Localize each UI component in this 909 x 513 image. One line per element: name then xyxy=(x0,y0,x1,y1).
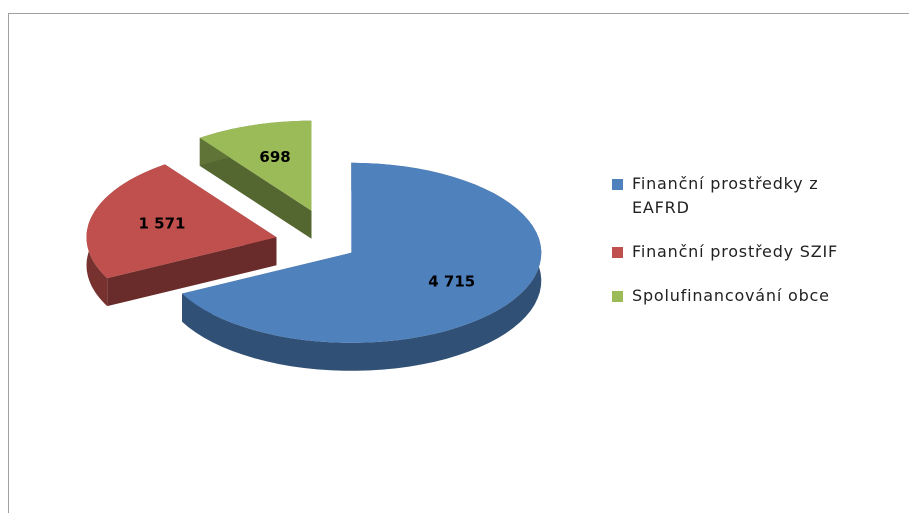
data-label: 1 571 xyxy=(139,215,186,233)
legend-swatch xyxy=(612,247,623,258)
legend: Finanční prostředky z EAFRD Finanční pros… xyxy=(612,172,852,328)
slice xyxy=(199,120,312,211)
legend-label: Spolufinancování obce xyxy=(632,286,830,305)
legend-swatch xyxy=(612,179,623,190)
legend-swatch xyxy=(612,291,623,302)
legend-item: Finanční prostředy SZIF xyxy=(612,240,852,264)
data-label: 698 xyxy=(259,148,290,166)
slice-wall xyxy=(107,237,277,307)
slice-wall xyxy=(199,137,312,239)
legend-label: Finanční prostředky z EAFRD xyxy=(632,174,819,217)
legend-item: Finanční prostředky z EAFRD xyxy=(612,172,852,220)
slice xyxy=(182,162,542,343)
slice xyxy=(86,164,277,279)
data-label: 4 715 xyxy=(428,273,475,291)
legend-label: Finanční prostředy SZIF xyxy=(632,242,839,261)
legend-item: Spolufinancování obce xyxy=(612,284,852,308)
chart-border xyxy=(8,13,909,513)
